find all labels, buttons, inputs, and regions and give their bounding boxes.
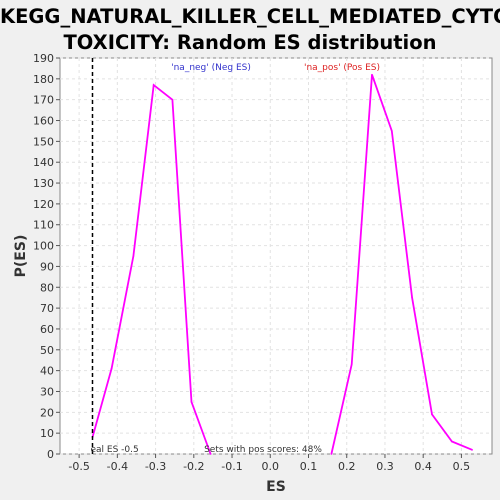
x-tick-label: 0.1 <box>300 460 318 473</box>
y-tick-label: 40 <box>40 365 54 378</box>
y-tick-label: 140 <box>33 156 54 169</box>
x-tick-label: -0.3 <box>145 460 166 473</box>
data-point <box>152 84 155 86</box>
chart-title: KEGG_NATURAL_KILLER_CELL_MEDIATED_CYTO T… <box>0 4 500 56</box>
y-tick-label: 100 <box>33 240 54 253</box>
data-point <box>391 130 393 132</box>
legend-pos-label: 'na_pos' (Pos ES) <box>304 63 380 73</box>
legend-neg-label: 'na_neg' (Neg ES) <box>171 63 251 73</box>
plot-area <box>59 57 493 455</box>
x-tick-label: 0.4 <box>414 460 432 473</box>
x-tick-label: -0.5 <box>68 460 89 473</box>
y-tick-label: 70 <box>40 302 54 315</box>
chart-title-line-1: KEGG_NATURAL_KILLER_CELL_MEDIATED_CYTO <box>0 5 500 28</box>
x-axis-label: ES <box>266 479 286 495</box>
y-tick-label: 20 <box>40 406 54 419</box>
y-tick-label: 190 <box>33 52 54 65</box>
pos-scores-annotation: Sets with pos scores: 48% <box>204 445 322 455</box>
y-tick-label: 90 <box>40 260 54 273</box>
x-tick-label: -0.1 <box>221 460 242 473</box>
data-point <box>371 73 373 76</box>
x-tick-label: 0.2 <box>338 460 356 473</box>
y-tick-label: 160 <box>33 115 54 128</box>
y-tick-label: 180 <box>33 73 54 86</box>
x-tick-label: 0.0 <box>262 460 280 473</box>
y-tick-label: 120 <box>33 198 54 211</box>
y-tick-label: 0 <box>47 448 54 461</box>
data-point <box>132 255 135 257</box>
axes: -0.5 -0.4 -0.3 -0.2 -0.1 0.0 0.1 0.2 0.3 0.4 0.5 0 1… <box>33 52 470 473</box>
series-line-pos <box>330 74 473 455</box>
data-point <box>171 98 174 101</box>
data-point <box>431 413 433 416</box>
data-point <box>471 449 473 451</box>
y-tick-label: 130 <box>33 177 54 190</box>
data-point <box>110 367 113 370</box>
x-tick-label: 0.3 <box>376 460 394 473</box>
x-tick-label: -0.2 <box>183 460 204 473</box>
y-tick-label: 110 <box>33 219 54 232</box>
y-tick-label: 170 <box>33 94 54 107</box>
x-tick-label: -0.4 <box>107 460 128 473</box>
y-axis-label: P(ES) <box>13 235 29 278</box>
y-tick-label: 30 <box>40 385 54 398</box>
data-point <box>190 401 193 403</box>
series-layer <box>91 73 473 455</box>
y-tick-label: 10 <box>40 427 54 440</box>
data-point <box>209 453 212 455</box>
x-tick-label: 0.5 <box>453 460 471 473</box>
data-point <box>451 440 453 443</box>
y-tick-label: 80 <box>40 281 54 294</box>
annotations: 'na_neg' (Neg ES) 'na_pos' (Pos ES) eal ES… <box>90 58 380 455</box>
data-point <box>411 296 413 299</box>
y-tick-label: 60 <box>40 323 54 336</box>
data-point <box>330 453 333 455</box>
chart-title-line-2: TOXICITY: Random ES distribution <box>63 31 437 54</box>
data-point <box>350 363 353 366</box>
real-es-label: eal ES -0.5 <box>90 445 138 455</box>
y-tick-label: 150 <box>33 135 54 148</box>
y-tick-label: 50 <box>40 344 54 357</box>
